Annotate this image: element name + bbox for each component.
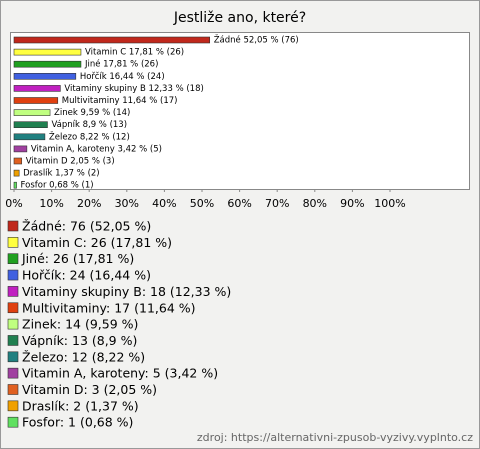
bar [13,169,20,177]
data-label: Vitamin A, karoteny 3,42 % (5) [31,144,162,154]
data-label: Vitaminy skupiny B 12,33 % (18) [64,84,203,94]
legend-swatch [7,269,19,281]
legend-label: Fosfor: 1 (0,68 %) [22,415,133,430]
x-tick-label: 90% [340,197,364,210]
data-label: Vitamin D 2,05 % (3) [26,157,115,167]
legend-label: Draslík: 2 (1,37 %) [22,398,139,413]
x-tick-label: 10% [39,197,63,210]
bar [13,121,48,128]
bar [13,109,51,116]
bar [13,48,82,56]
legend-label: Zinek: 14 (9,59 %) [22,317,138,332]
bar [13,145,28,153]
data-label: Vitamin C 17,81 % (26) [85,48,184,58]
bar [13,133,46,141]
legend-label: Vápník: 13 (8,9 %) [22,333,137,348]
x-tick-label: 0% [5,197,22,210]
data-label: Vápník 8,9 % (13) [51,120,127,130]
legend-swatch [7,237,19,248]
legend-swatch [7,367,19,379]
bar [13,85,61,92]
legend-label: Vitaminy skupiny B: 18 (12,33 %) [22,284,231,299]
x-tick-label: 80% [303,197,327,210]
data-label: Železo 8,22 % (12) [49,130,130,142]
bar [13,157,23,165]
legend-swatch [7,351,19,363]
bar [13,181,17,189]
bar [13,36,211,44]
data-label: Fosfor 0,68 % (1) [21,181,94,191]
bar [13,73,77,80]
legend-swatch [7,302,19,314]
legend-swatch [7,416,19,428]
x-tick-label: 30% [115,197,139,210]
data-label: Jiné 17,81 % (26) [84,59,158,70]
plot-area [10,32,470,190]
legend-label: Vitamin C: 26 (17,81 %) [22,235,172,250]
data-label: Draslík 1,37 % (2) [23,169,99,179]
bar [13,60,82,68]
data-label: Multivitaminy 11,64 % (17) [62,96,178,106]
legend-label: Žádné: 76 (52,05 %) [22,219,151,234]
x-tick-label: 50% [190,197,214,210]
legend-swatch [7,318,19,330]
data-label: Žádné 52,05 % (76) [214,34,299,46]
x-tick-label: 100% [374,197,405,210]
legend-swatch [7,220,19,232]
legend-label: Jiné: 26 (17,81 %) [21,251,134,266]
legend-swatch [7,253,19,264]
bar [13,97,59,104]
x-tick-label: 70% [265,197,289,210]
legend-label: Vitamin D: 3 (2,05 %) [22,382,157,397]
chart-title: Jestliže ano, které? [173,10,306,26]
legend-label: Hořčík: 24 (16,44 %) [22,268,151,283]
x-tick-label: 60% [227,197,251,210]
legend-swatch [7,286,19,297]
legend-swatch [7,400,19,412]
data-label: Zinek 9,59 % (14) [54,108,130,118]
data-label: Hořčík 16,44 % (24) [80,71,165,82]
source: zdroj: https://alternativni-zpusob-vyziv… [197,431,473,444]
legend-label: Multivitaminy: 17 (11,64 %) [22,300,196,315]
legend-swatch [7,335,19,346]
legend-label: Železo: 12 (8,22 %) [22,349,145,364]
legend-swatch [7,384,19,395]
legend-label: Vitamin A, karoteny: 5 (3,42 %) [22,366,218,381]
x-tick-label: 40% [152,197,176,210]
x-tick-label: 20% [77,197,101,210]
